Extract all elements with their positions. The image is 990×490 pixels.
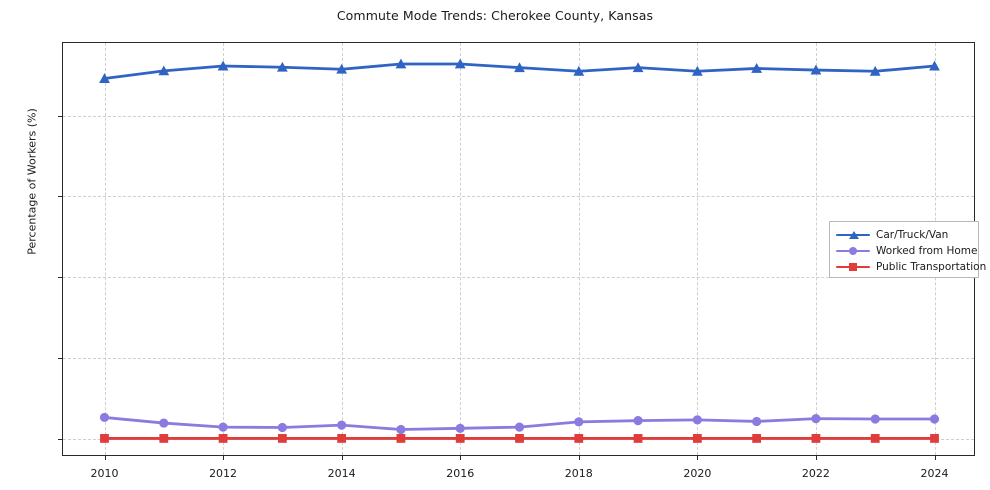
data-point-marker — [455, 434, 465, 443]
data-point-marker — [515, 434, 524, 443]
data-point-marker — [277, 422, 287, 433]
gridline-vertical — [578, 43, 580, 455]
data-point-marker — [99, 73, 110, 83]
data-point-marker — [751, 63, 763, 73]
x-tick-mark — [578, 455, 580, 460]
x-tick-label: 2010 — [90, 467, 119, 480]
data-point-marker — [218, 434, 228, 443]
x-tick-label: 2012 — [209, 467, 238, 480]
square-marker-icon — [849, 262, 857, 271]
data-point-marker — [692, 415, 702, 425]
data-point-marker — [158, 65, 170, 76]
data-point-marker — [396, 424, 406, 435]
chart-title: Commute Mode Trends: Cherokee County, Ka… — [336, 8, 654, 23]
gridline-vertical — [341, 43, 343, 455]
data-point-marker — [336, 63, 348, 74]
x-tick-label: 2018 — [564, 467, 593, 480]
legend-item[interactable]: Worked from Home — [836, 243, 977, 258]
x-tick-label: 2016 — [446, 467, 475, 480]
data-point-marker — [870, 434, 880, 443]
data-point-marker — [100, 434, 109, 443]
data-point-marker — [514, 62, 525, 73]
data-point-marker — [573, 65, 585, 76]
y-tick-mark — [58, 277, 63, 279]
data-point-marker — [691, 65, 703, 76]
gridline-horizontal — [63, 358, 974, 360]
data-point-marker — [454, 58, 466, 69]
x-tick-label: 2022 — [801, 467, 830, 480]
data-point-marker — [276, 61, 288, 72]
gridline-vertical — [223, 43, 225, 455]
data-point-marker — [277, 434, 287, 443]
data-point-marker — [337, 420, 347, 430]
circle-marker-icon — [849, 246, 857, 255]
x-tick-label: 2020 — [683, 467, 712, 480]
x-tick-label: 2014 — [327, 467, 356, 480]
data-point-marker — [870, 414, 880, 424]
y-tick-mark — [58, 438, 63, 440]
data-point-marker — [810, 64, 822, 75]
data-point-marker — [633, 416, 643, 426]
data-point-marker — [217, 60, 229, 71]
gridline-horizontal — [63, 277, 974, 279]
legend-swatch — [836, 244, 870, 258]
chart-legend: Car/Truck/Van Worked from Home Public Tran… — [829, 221, 986, 278]
legend-label: Worked from Home — [876, 244, 978, 257]
y-axis-label: Percentage of Workers (%) — [25, 108, 39, 255]
x-tick-mark — [815, 455, 817, 460]
data-point-marker — [574, 417, 584, 427]
y-tick-mark — [58, 115, 63, 117]
x-tick-mark — [341, 455, 343, 460]
data-point-marker — [632, 62, 644, 73]
gridline-horizontal — [63, 115, 974, 117]
legend-label: Car/Truck/Van — [876, 228, 949, 241]
data-point-marker — [929, 414, 940, 424]
data-point-marker — [218, 422, 228, 432]
data-point-marker — [514, 422, 525, 432]
gridline-horizontal — [63, 196, 974, 198]
legend-swatch — [836, 260, 870, 274]
data-point-marker — [692, 434, 702, 443]
data-point-marker — [159, 418, 169, 428]
data-point-marker — [930, 434, 939, 443]
gridline-vertical — [815, 43, 817, 455]
data-point-marker — [455, 423, 465, 433]
x-tick-mark — [460, 455, 462, 460]
gridline-vertical — [460, 43, 462, 455]
data-point-marker — [869, 65, 881, 76]
data-point-marker — [929, 60, 940, 71]
legend-label: Public Transportation — [876, 260, 987, 273]
data-point-marker — [395, 58, 407, 69]
y-tick-mark — [58, 358, 63, 360]
x-tick-label: 2024 — [920, 467, 949, 480]
data-point-marker — [811, 434, 821, 443]
series-lines — [99, 58, 940, 443]
x-tick-mark — [934, 455, 936, 460]
x-tick-mark — [223, 455, 225, 460]
data-point-marker — [752, 434, 762, 443]
data-point-marker — [811, 414, 821, 424]
x-tick-mark — [697, 455, 699, 460]
gridline-vertical — [697, 43, 699, 455]
y-tick-mark — [58, 196, 63, 198]
data-point-marker — [396, 434, 406, 443]
data-point-marker — [99, 412, 110, 423]
data-point-marker — [633, 434, 643, 443]
data-point-marker — [159, 434, 169, 443]
gridline-vertical — [104, 43, 106, 455]
legend-item[interactable]: Public Transportation — [836, 259, 986, 274]
data-point-marker — [574, 434, 584, 443]
data-point-marker — [337, 434, 347, 443]
legend-swatch — [836, 228, 870, 242]
data-point-marker — [752, 416, 762, 427]
x-tick-mark — [104, 455, 106, 460]
plot-area: 0%20%40%60%80% 2010201220142016201820202… — [58, 42, 975, 480]
triangle-marker-icon — [849, 230, 859, 239]
legend-item[interactable]: Car/Truck/Van — [836, 227, 972, 242]
